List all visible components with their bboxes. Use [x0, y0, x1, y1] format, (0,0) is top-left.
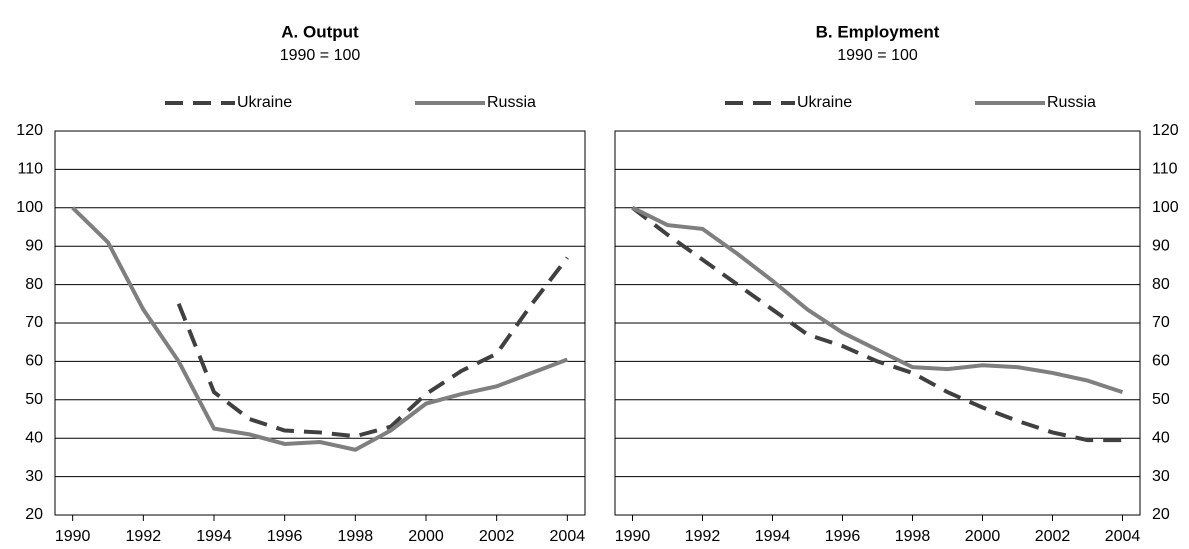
- chart-title: A. Output: [281, 22, 359, 41]
- chart-title: B. Employment: [816, 22, 940, 41]
- x-tick-label: 1990: [615, 528, 651, 545]
- series-line: [631, 206, 1124, 395]
- x-tick-label: 2002: [479, 528, 515, 545]
- y-tick-label: 60: [25, 353, 43, 370]
- y-tick-label: 120: [1152, 122, 1179, 139]
- y-tick-label: 100: [1152, 199, 1179, 216]
- legend-label: Russia: [487, 94, 536, 111]
- y-tick-label: 110: [17, 161, 43, 178]
- y-tick-label: 120: [16, 122, 43, 139]
- y-tick-label: 20: [25, 506, 43, 523]
- plot-frame: [54, 130, 586, 516]
- chart-subtitle: 1990 = 100: [837, 47, 918, 64]
- legend-label: Russia: [1047, 94, 1096, 111]
- x-tick-label: 1998: [338, 528, 374, 545]
- series-line: [176, 256, 569, 439]
- y-tick-label: 80: [1152, 276, 1170, 293]
- y-tick-label: 40: [25, 429, 43, 446]
- y-tick-label: 70: [25, 314, 43, 331]
- x-tick-label: 1992: [685, 528, 721, 545]
- chart-subtitle: 1990 = 100: [280, 47, 361, 64]
- y-tick-label: 90: [25, 237, 43, 254]
- series-line: [71, 206, 569, 452]
- y-tick-label: 30: [25, 468, 43, 485]
- y-tick-label: 50: [1152, 391, 1170, 408]
- x-tick-label: 2004: [550, 528, 586, 545]
- y-tick-label: 40: [1152, 429, 1170, 446]
- x-tick-label: 2000: [965, 528, 1001, 545]
- y-tick-label: 100: [16, 199, 43, 216]
- y-tick-label: 60: [1152, 353, 1170, 370]
- plot-frame: [614, 130, 1141, 516]
- x-tick-label: 1996: [267, 528, 303, 545]
- x-tick-label: 2000: [408, 528, 444, 545]
- y-tick-label: 70: [1152, 314, 1170, 331]
- x-tick-label: 2002: [1035, 528, 1071, 545]
- series-line: [631, 206, 1123, 443]
- x-tick-label: 1994: [196, 528, 232, 545]
- legend-label: Ukraine: [237, 94, 292, 111]
- y-tick-label: 90: [1152, 237, 1170, 254]
- y-tick-label: 50: [25, 391, 43, 408]
- y-tick-label: 20: [1152, 506, 1170, 523]
- x-tick-label: 1998: [895, 528, 931, 545]
- y-tick-label: 110: [1152, 161, 1178, 178]
- y-tick-label: 30: [1152, 468, 1170, 485]
- x-tick-label: 1992: [126, 528, 162, 545]
- x-tick-label: 1990: [55, 528, 91, 545]
- legend-label: Ukraine: [797, 94, 852, 111]
- x-tick-label: 2004: [1105, 528, 1141, 545]
- y-tick-label: 80: [25, 276, 43, 293]
- x-tick-label: 1994: [755, 528, 791, 545]
- x-tick-label: 1996: [825, 528, 861, 545]
